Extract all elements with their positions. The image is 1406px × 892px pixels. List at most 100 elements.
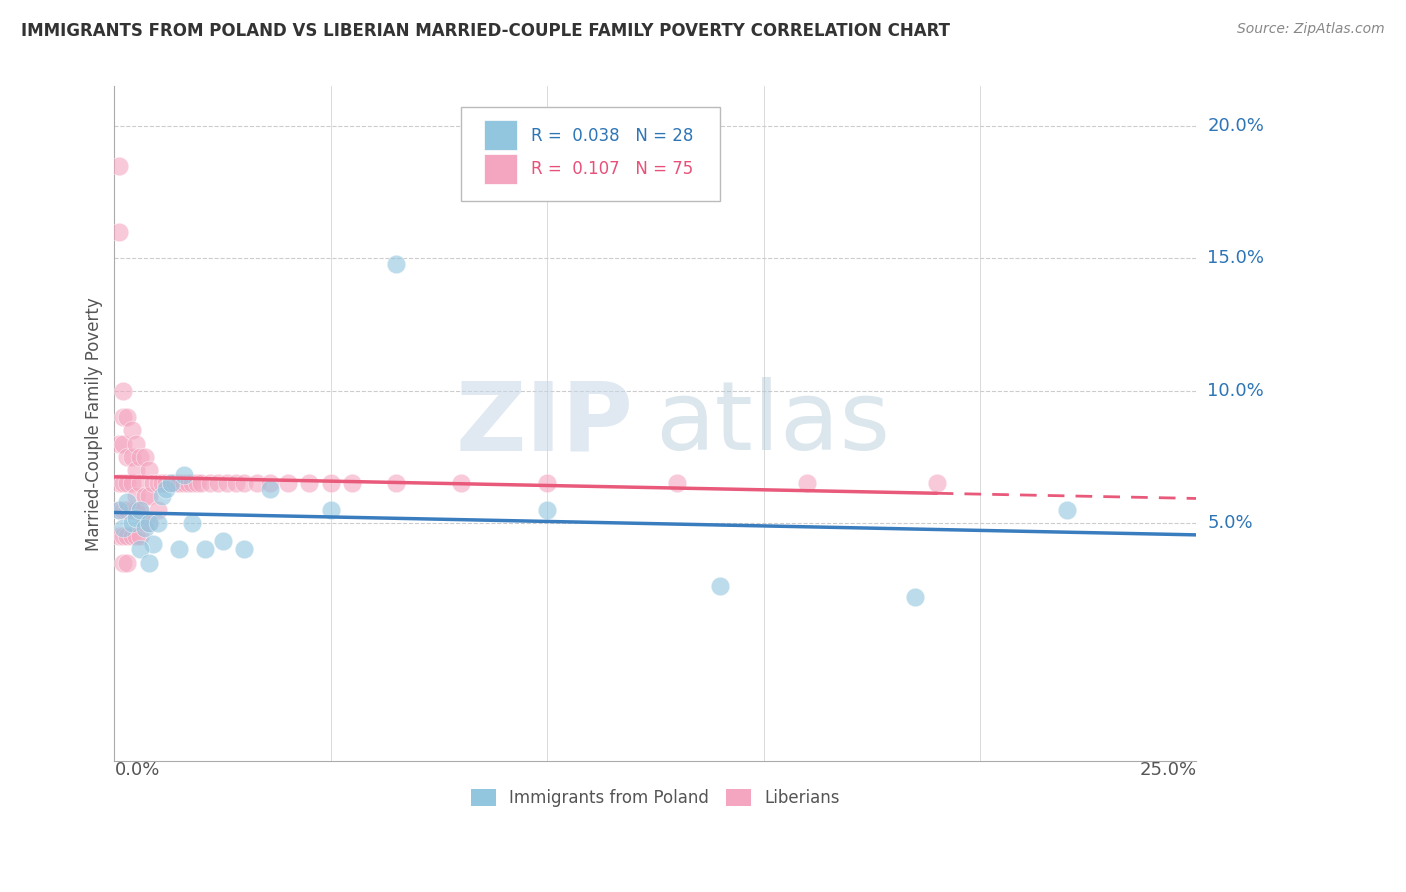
Point (129, 476, 152, 491)
Text: IMMIGRANTS FROM POLAND VS LIBERIAN MARRIED-COUPLE FAMILY POVERTY CORRELATION CHA: IMMIGRANTS FROM POLAND VS LIBERIAN MARRI… (21, 22, 950, 40)
Point (190, 476, 212, 491)
Point (150, 476, 173, 491)
Point (121, 423, 143, 437)
Point (796, 476, 818, 491)
Point (904, 590, 927, 604)
Text: ZIP: ZIP (456, 377, 634, 470)
Point (159, 476, 181, 491)
Point (142, 537, 165, 551)
Point (342, 476, 364, 491)
Point (536, 476, 558, 491)
Point (384, 476, 406, 491)
Point (925, 476, 948, 491)
Legend: Immigrants from Poland, Liberians: Immigrants from Poland, Liberians (464, 782, 846, 814)
Text: 20.0%: 20.0% (1208, 117, 1264, 135)
Point (112, 436, 135, 450)
Point (709, 579, 731, 593)
Point (125, 529, 148, 543)
Point (134, 490, 156, 504)
Point (215, 476, 238, 491)
Point (117, 502, 139, 516)
Point (107, 225, 129, 239)
Point (155, 476, 177, 491)
Point (233, 542, 256, 557)
Point (107, 436, 129, 450)
Text: atlas: atlas (655, 377, 890, 470)
Point (125, 510, 148, 524)
Point (112, 384, 135, 398)
Point (666, 476, 689, 491)
Point (194, 542, 217, 557)
FancyBboxPatch shape (461, 107, 720, 201)
Point (536, 502, 558, 516)
Point (186, 476, 208, 491)
Point (259, 482, 281, 496)
Point (117, 529, 139, 543)
Point (163, 476, 186, 491)
Point (259, 476, 281, 491)
Point (142, 476, 165, 491)
Point (198, 476, 221, 491)
Point (112, 410, 135, 425)
Y-axis label: Married-Couple Family Poverty: Married-Couple Family Poverty (86, 297, 103, 550)
Point (146, 502, 169, 516)
Point (117, 410, 139, 425)
Point (146, 476, 169, 491)
Point (146, 516, 169, 530)
Bar (485, 153, 517, 184)
Text: 5.0%: 5.0% (1208, 514, 1253, 532)
Point (181, 516, 204, 530)
Point (125, 490, 148, 504)
Point (125, 436, 148, 450)
Point (225, 476, 247, 491)
Point (112, 521, 135, 535)
Point (129, 450, 152, 464)
Text: R =  0.038   N = 28: R = 0.038 N = 28 (531, 127, 693, 145)
Point (107, 502, 129, 516)
Point (112, 502, 135, 516)
Point (107, 529, 129, 543)
Point (138, 556, 160, 570)
Point (138, 516, 160, 530)
Point (107, 502, 129, 516)
Point (181, 476, 204, 491)
Point (177, 476, 200, 491)
Point (173, 476, 195, 491)
Point (129, 529, 152, 543)
Point (121, 476, 143, 491)
Point (112, 556, 135, 570)
Text: 0.0%: 0.0% (114, 761, 160, 779)
Point (117, 556, 139, 570)
Text: 10.0%: 10.0% (1208, 382, 1264, 400)
Point (207, 476, 229, 491)
Point (125, 502, 148, 516)
Point (107, 159, 129, 173)
Point (138, 516, 160, 530)
Point (125, 463, 148, 477)
Text: 25.0%: 25.0% (1139, 761, 1197, 779)
Bar (485, 120, 517, 151)
Point (121, 529, 143, 543)
Point (121, 502, 143, 516)
Point (134, 516, 156, 530)
Point (173, 468, 195, 483)
Point (129, 502, 152, 516)
Point (117, 476, 139, 491)
Point (117, 450, 139, 464)
Point (159, 476, 181, 491)
Point (246, 476, 269, 491)
Point (138, 490, 160, 504)
Point (150, 490, 173, 504)
Point (298, 476, 321, 491)
Point (169, 542, 191, 557)
Point (155, 482, 177, 496)
Point (117, 495, 139, 509)
Point (134, 521, 156, 535)
Text: R =  0.107   N = 75: R = 0.107 N = 75 (531, 161, 693, 178)
Point (129, 502, 152, 516)
Point (112, 476, 135, 491)
Point (107, 476, 129, 491)
Point (450, 476, 472, 491)
Point (121, 450, 143, 464)
Point (112, 529, 135, 543)
